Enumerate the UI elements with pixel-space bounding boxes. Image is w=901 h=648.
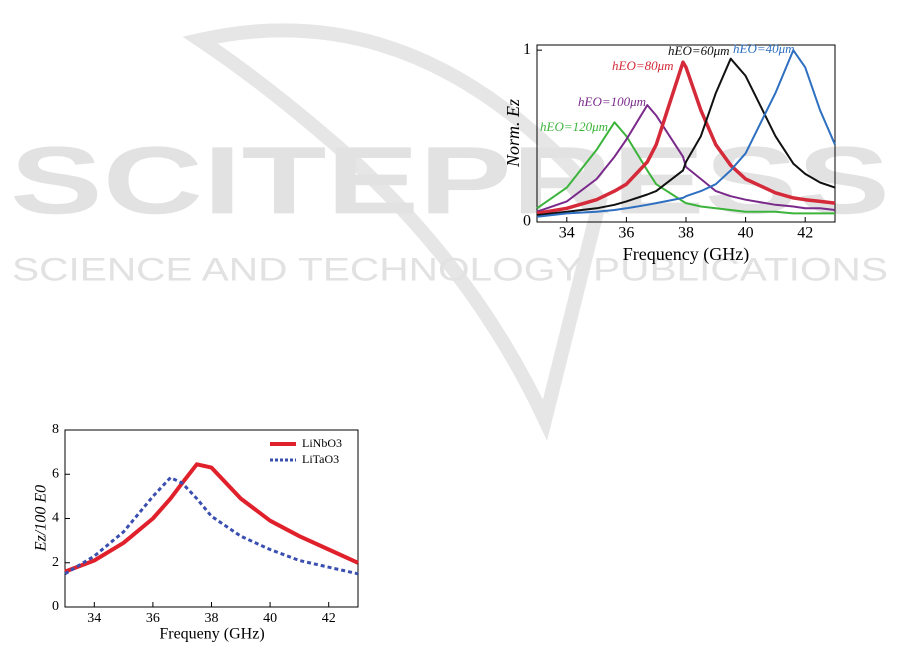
y-axis-label: Ez/100 E0 xyxy=(33,485,50,552)
y-tick-label: 2 xyxy=(52,555,59,570)
x-tick-label: 38 xyxy=(678,225,694,242)
x-tick-label: 42 xyxy=(797,225,813,242)
series-annotation: hEO=80μm xyxy=(612,58,674,73)
watermark-tagline: SCIENCE AND TECHNOLOGY PUBLICATIONS xyxy=(12,251,888,287)
x-axis-label: Frequeny (GHz) xyxy=(159,626,264,643)
x-tick-label: 36 xyxy=(618,225,634,242)
series-line xyxy=(64,462,359,574)
x-tick-label: 42 xyxy=(322,611,336,626)
series-annotation: hEO=120μm xyxy=(540,119,608,134)
x-axis-label: Frequency (GHz) xyxy=(623,244,749,265)
series-line xyxy=(536,57,836,217)
series-line xyxy=(536,60,836,216)
y-axis-label: Norm. Ez xyxy=(503,99,523,168)
x-tick-label: 40 xyxy=(263,611,277,626)
y-tick-label: 0 xyxy=(52,599,59,614)
y-tick-label: 8 xyxy=(52,422,59,437)
watermark-swoosh xyxy=(182,23,608,441)
series-line xyxy=(536,49,836,218)
x-tick-label: 36 xyxy=(146,611,160,626)
legend-label: LiNbO3 xyxy=(302,436,342,450)
series-annotation: hEO=40μm xyxy=(733,41,795,56)
y-tick-label: 6 xyxy=(52,466,59,481)
x-tick-label: 34 xyxy=(559,225,575,242)
series-annotation: hEO=60μm xyxy=(668,43,730,58)
series-line xyxy=(536,104,836,213)
legend-label: LiTaO3 xyxy=(302,452,339,466)
x-tick-label: 34 xyxy=(87,611,101,626)
series-line xyxy=(536,121,835,215)
x-tick-label: 38 xyxy=(205,611,219,626)
series-line xyxy=(64,476,359,576)
y-tick-label: 4 xyxy=(52,511,59,526)
y-tick-label: 1 xyxy=(523,41,531,58)
series-annotation: hEO=100μm xyxy=(578,94,646,109)
watermark-brand: SCITEPRESS xyxy=(10,127,890,234)
x-tick-label: 40 xyxy=(738,225,754,242)
y-tick-label: 0 xyxy=(523,213,531,230)
